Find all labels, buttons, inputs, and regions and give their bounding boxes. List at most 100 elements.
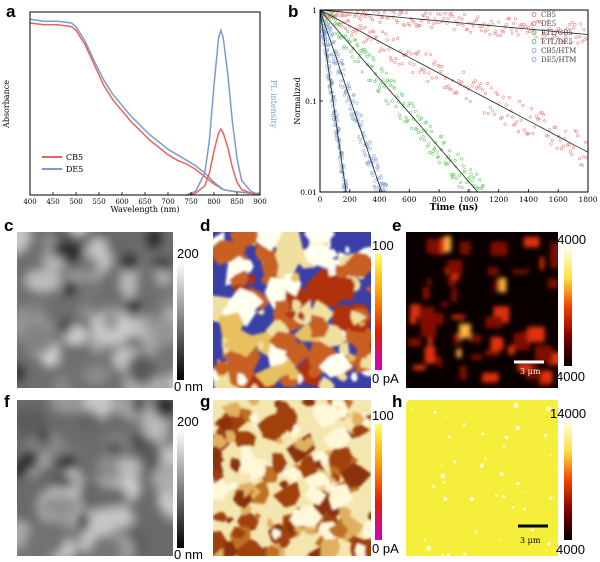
pl-bright-spot: [426, 545, 431, 551]
point-de5: [488, 105, 492, 109]
afm-grain: [72, 232, 86, 235]
legend-marker: [531, 12, 537, 17]
point-etl-cb5: [469, 168, 473, 172]
pl-bright-spot: [515, 425, 520, 430]
point-cb5: [509, 27, 513, 31]
point-cb5: [522, 22, 526, 27]
point-cb5: [480, 24, 485, 28]
current-domain: [239, 260, 254, 273]
point-cb5: [451, 14, 455, 18]
chart-a-xtick-label: 900: [253, 198, 266, 206]
current-domain: [232, 536, 265, 556]
point-de5: [513, 122, 517, 126]
point-etl-cb5: [442, 140, 446, 144]
point-cb5: [372, 10, 376, 13]
point-de5-htm: [337, 157, 341, 161]
point-etl-cb5: [439, 147, 443, 152]
point-etl-cb5: [370, 64, 374, 68]
point-cb5: [550, 36, 555, 40]
pl-bright-spot: [441, 553, 444, 556]
point-cb5: [343, 5, 346, 8]
point-cb5: [426, 16, 430, 20]
point-cb5: [446, 16, 450, 20]
current-domain: [273, 232, 304, 267]
pl-hotspot: [452, 269, 460, 280]
panel-letter-c: c: [4, 216, 14, 235]
point-cb5: [469, 30, 473, 34]
point-etl-cb5: [410, 126, 414, 131]
point-cb5: [567, 23, 571, 27]
pl-hotspot: [428, 337, 433, 355]
pl-bright-spot: [453, 460, 457, 464]
point-de5: [503, 122, 507, 126]
pl-bright-spot: [423, 539, 426, 542]
point-cb5: [352, 15, 357, 19]
point-cb5: [419, 19, 424, 23]
fit-line-de5-htm: [320, 10, 347, 192]
point-de5: [389, 58, 394, 62]
current-domain: [213, 470, 224, 484]
point-etl-cb5: [359, 52, 363, 56]
point-de5: [521, 103, 525, 108]
point-cb5-htm: [341, 63, 345, 67]
pl-bright-spot: [521, 491, 524, 493]
point-etl-cb5: [422, 138, 426, 142]
point-cb5-htm: [325, 39, 330, 43]
point-cb5: [476, 15, 480, 19]
point-etl-cb5: [480, 184, 485, 188]
afm-grain: [76, 278, 100, 307]
current-domain: [311, 404, 342, 428]
current-domain: [225, 430, 235, 444]
series-pl-de5: [186, 27, 260, 195]
point-etl-cb5: [449, 172, 453, 176]
point-cb5-htm: [346, 81, 350, 85]
point-de5: [363, 25, 367, 30]
current-domain: [234, 431, 253, 447]
pl-hotspot: [539, 256, 545, 270]
point-cb5: [384, 10, 388, 11]
point-cb5: [339, 10, 343, 13]
point-cb5: [558, 38, 562, 43]
pl-bright-spot: [543, 434, 547, 438]
colorbar-d: [375, 254, 382, 370]
point-cb5-htm: [359, 141, 363, 145]
point-cb5: [525, 30, 529, 34]
point-de5: [476, 84, 480, 88]
point-de5: [540, 111, 544, 115]
point-etl-cb5: [355, 42, 359, 46]
point-cb5-htm: [356, 111, 360, 115]
point-de5: [566, 143, 570, 147]
point-de5: [459, 80, 464, 84]
point-etl-cb5: [462, 171, 466, 175]
point-cb5: [424, 11, 428, 15]
point-etl-cb5: [328, 25, 332, 29]
point-etl-cb5: [478, 178, 482, 182]
point-cb5-htm: [362, 148, 366, 152]
panel-letter-g: g: [200, 392, 211, 411]
point-cb5: [519, 22, 524, 26]
current-domain: [297, 311, 305, 321]
point-cb5: [408, 23, 412, 27]
point-de5: [388, 56, 393, 60]
colorbar-h: [564, 422, 572, 540]
point-cb5: [421, 13, 425, 17]
point-cb5: [391, 15, 395, 19]
point-de5-htm: [337, 145, 341, 149]
current-domain: [365, 286, 371, 293]
point-etl-cb5: [477, 186, 481, 190]
afm-grain: [17, 407, 32, 445]
point-de5: [430, 76, 434, 80]
point-de5: [468, 99, 472, 104]
pl-bright-spot: [531, 528, 534, 532]
point-cb5-htm: [379, 176, 383, 180]
chart-b-pl-decay: 0 200 400 600 800 1000 1200 1400 1600 1800 0.01 0.…: [293, 5, 598, 213]
point-de5-htm: [327, 59, 331, 64]
point-de5: [461, 70, 465, 74]
point-de5: [500, 116, 504, 120]
point-cb5-htm: [349, 112, 354, 116]
current-domain: [213, 531, 230, 556]
point-cb5-htm: [372, 157, 376, 161]
point-cb5: [539, 21, 543, 25]
pl-hotspot: [431, 312, 444, 326]
